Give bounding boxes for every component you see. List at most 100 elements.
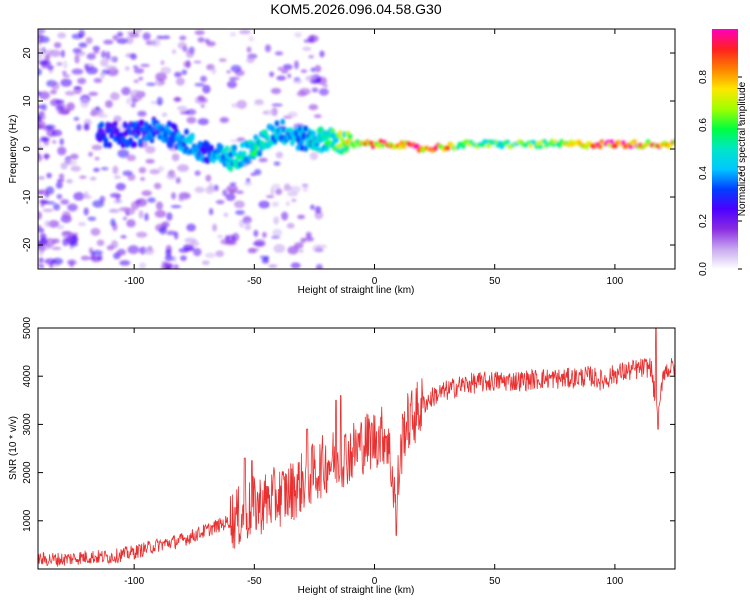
heatmap-cell [50, 98, 62, 107]
heatmap-cell [286, 222, 295, 229]
snr-y-label: SNR (10 * v/v) [8, 416, 19, 480]
heatmap-cell [66, 178, 73, 184]
heatmap-ridge-cell [268, 139, 274, 147]
heatmap-cell [281, 69, 289, 74]
snr-x-ticks: -100 -50 0 50 100 [124, 328, 624, 587]
heatmap-ridge-cell [484, 139, 489, 145]
spectrogram-x-label: Height of straight line (km) [298, 285, 415, 296]
heatmap-cell [290, 185, 301, 193]
y-tick-label: 5000 [22, 316, 33, 339]
heatmap-cell [180, 255, 187, 261]
heatmap-cell [231, 103, 240, 108]
heatmap-cell [42, 208, 54, 213]
snr-frame [37, 327, 676, 570]
heatmap-cell [145, 158, 155, 164]
heatmap-cell [38, 264, 45, 269]
heatmap-cell [254, 168, 262, 176]
heatmap-cell [140, 63, 150, 68]
heatmap-cell [56, 224, 65, 230]
heatmap-cell [38, 68, 42, 76]
colorbar-tick-label: 0.6 [698, 118, 709, 132]
heatmap-cell [181, 69, 188, 75]
heatmap-cell [85, 37, 93, 45]
heatmap-cell [287, 111, 298, 118]
heatmap-ridge-cell [672, 139, 675, 145]
heatmap-cell [79, 175, 87, 179]
heatmap-cell [99, 71, 105, 80]
heatmap-cell [103, 39, 114, 45]
heatmap-cell [179, 110, 190, 115]
snr-x-label: Height of straight line (km) [298, 585, 415, 596]
heatmap-cell [126, 97, 132, 105]
heatmap-ridge-cell [541, 138, 547, 144]
heatmap-cell [57, 32, 67, 39]
heatmap-ridge-cell [486, 143, 491, 149]
x-tick-label: -100 [124, 576, 144, 587]
heatmap-cell [202, 84, 211, 94]
heatmap-ridge-cell [376, 143, 382, 149]
heatmap-cell [116, 31, 124, 37]
x-tick-label: 50 [489, 576, 501, 587]
heatmap-cell [60, 162, 68, 170]
heatmap-ridge-cell [341, 131, 347, 138]
heatmap-cell [201, 260, 210, 266]
heatmap-cell [93, 50, 100, 54]
heatmap-cell [314, 206, 322, 214]
heatmap-cell [213, 184, 219, 192]
heatmap-cell [238, 29, 251, 35]
heatmap-ridge-cell [220, 148, 226, 155]
heatmap-cell [183, 243, 194, 251]
heatmap-cell [156, 96, 163, 106]
heatmap-ridge-cell [139, 119, 145, 127]
heatmap-cell [186, 223, 196, 232]
heatmap-cell [41, 137, 51, 142]
heatmap-cell [73, 86, 82, 90]
heatmap-cell [173, 263, 179, 269]
heatmap-cell [263, 109, 274, 115]
heatmap-cell [71, 68, 84, 75]
heatmap-cell [92, 200, 105, 208]
heatmap-cell [89, 176, 97, 181]
heatmap-cell [178, 196, 185, 202]
heatmap-cell [51, 246, 62, 251]
heatmap-cell [275, 151, 284, 159]
heatmap-ridge-cell [103, 141, 109, 148]
heatmap-cell [273, 244, 286, 253]
heatmap-cell [38, 211, 43, 220]
heatmap-ridge-cell [293, 130, 299, 137]
heatmap-cell [112, 34, 119, 41]
heatmap-cell [73, 191, 85, 201]
heatmap-cell [153, 182, 162, 190]
heatmap-cell [112, 165, 119, 175]
heatmap-ridge-cell [138, 138, 143, 145]
heatmap-ridge-cell [232, 144, 238, 151]
heatmap-cell [305, 231, 312, 239]
heatmap-cell [281, 211, 289, 221]
heatmap-cell [245, 177, 251, 183]
heatmap-cell [139, 246, 147, 255]
heatmap-cell [322, 83, 329, 88]
heatmap-cell [308, 55, 315, 59]
y-tick-label: 0 [22, 146, 33, 152]
heatmap-cell [271, 201, 280, 207]
heatmap-cell [225, 193, 236, 202]
heatmap-cell [155, 201, 164, 210]
heatmap-cell [120, 235, 127, 239]
y-tick-label: 3000 [22, 413, 33, 436]
heatmap-cell [235, 190, 244, 195]
heatmap-cell [57, 146, 67, 156]
heatmap-cell [130, 53, 137, 60]
heatmap-cell [43, 49, 56, 54]
heatmap-cell [44, 238, 56, 247]
heatmap-cell [303, 39, 312, 43]
heatmap-cell [100, 59, 109, 67]
heatmap-ridge-cell [251, 150, 257, 157]
heatmap-cell [246, 46, 252, 53]
heatmap-cell [144, 247, 155, 255]
heatmap-cell [215, 199, 225, 205]
heatmap-ridge-cell [314, 145, 320, 152]
heatmap-ridge-cell [157, 133, 163, 140]
heatmap-cell [38, 47, 43, 51]
heatmap-cell [273, 216, 280, 225]
heatmap-ridge-cell [109, 132, 114, 139]
